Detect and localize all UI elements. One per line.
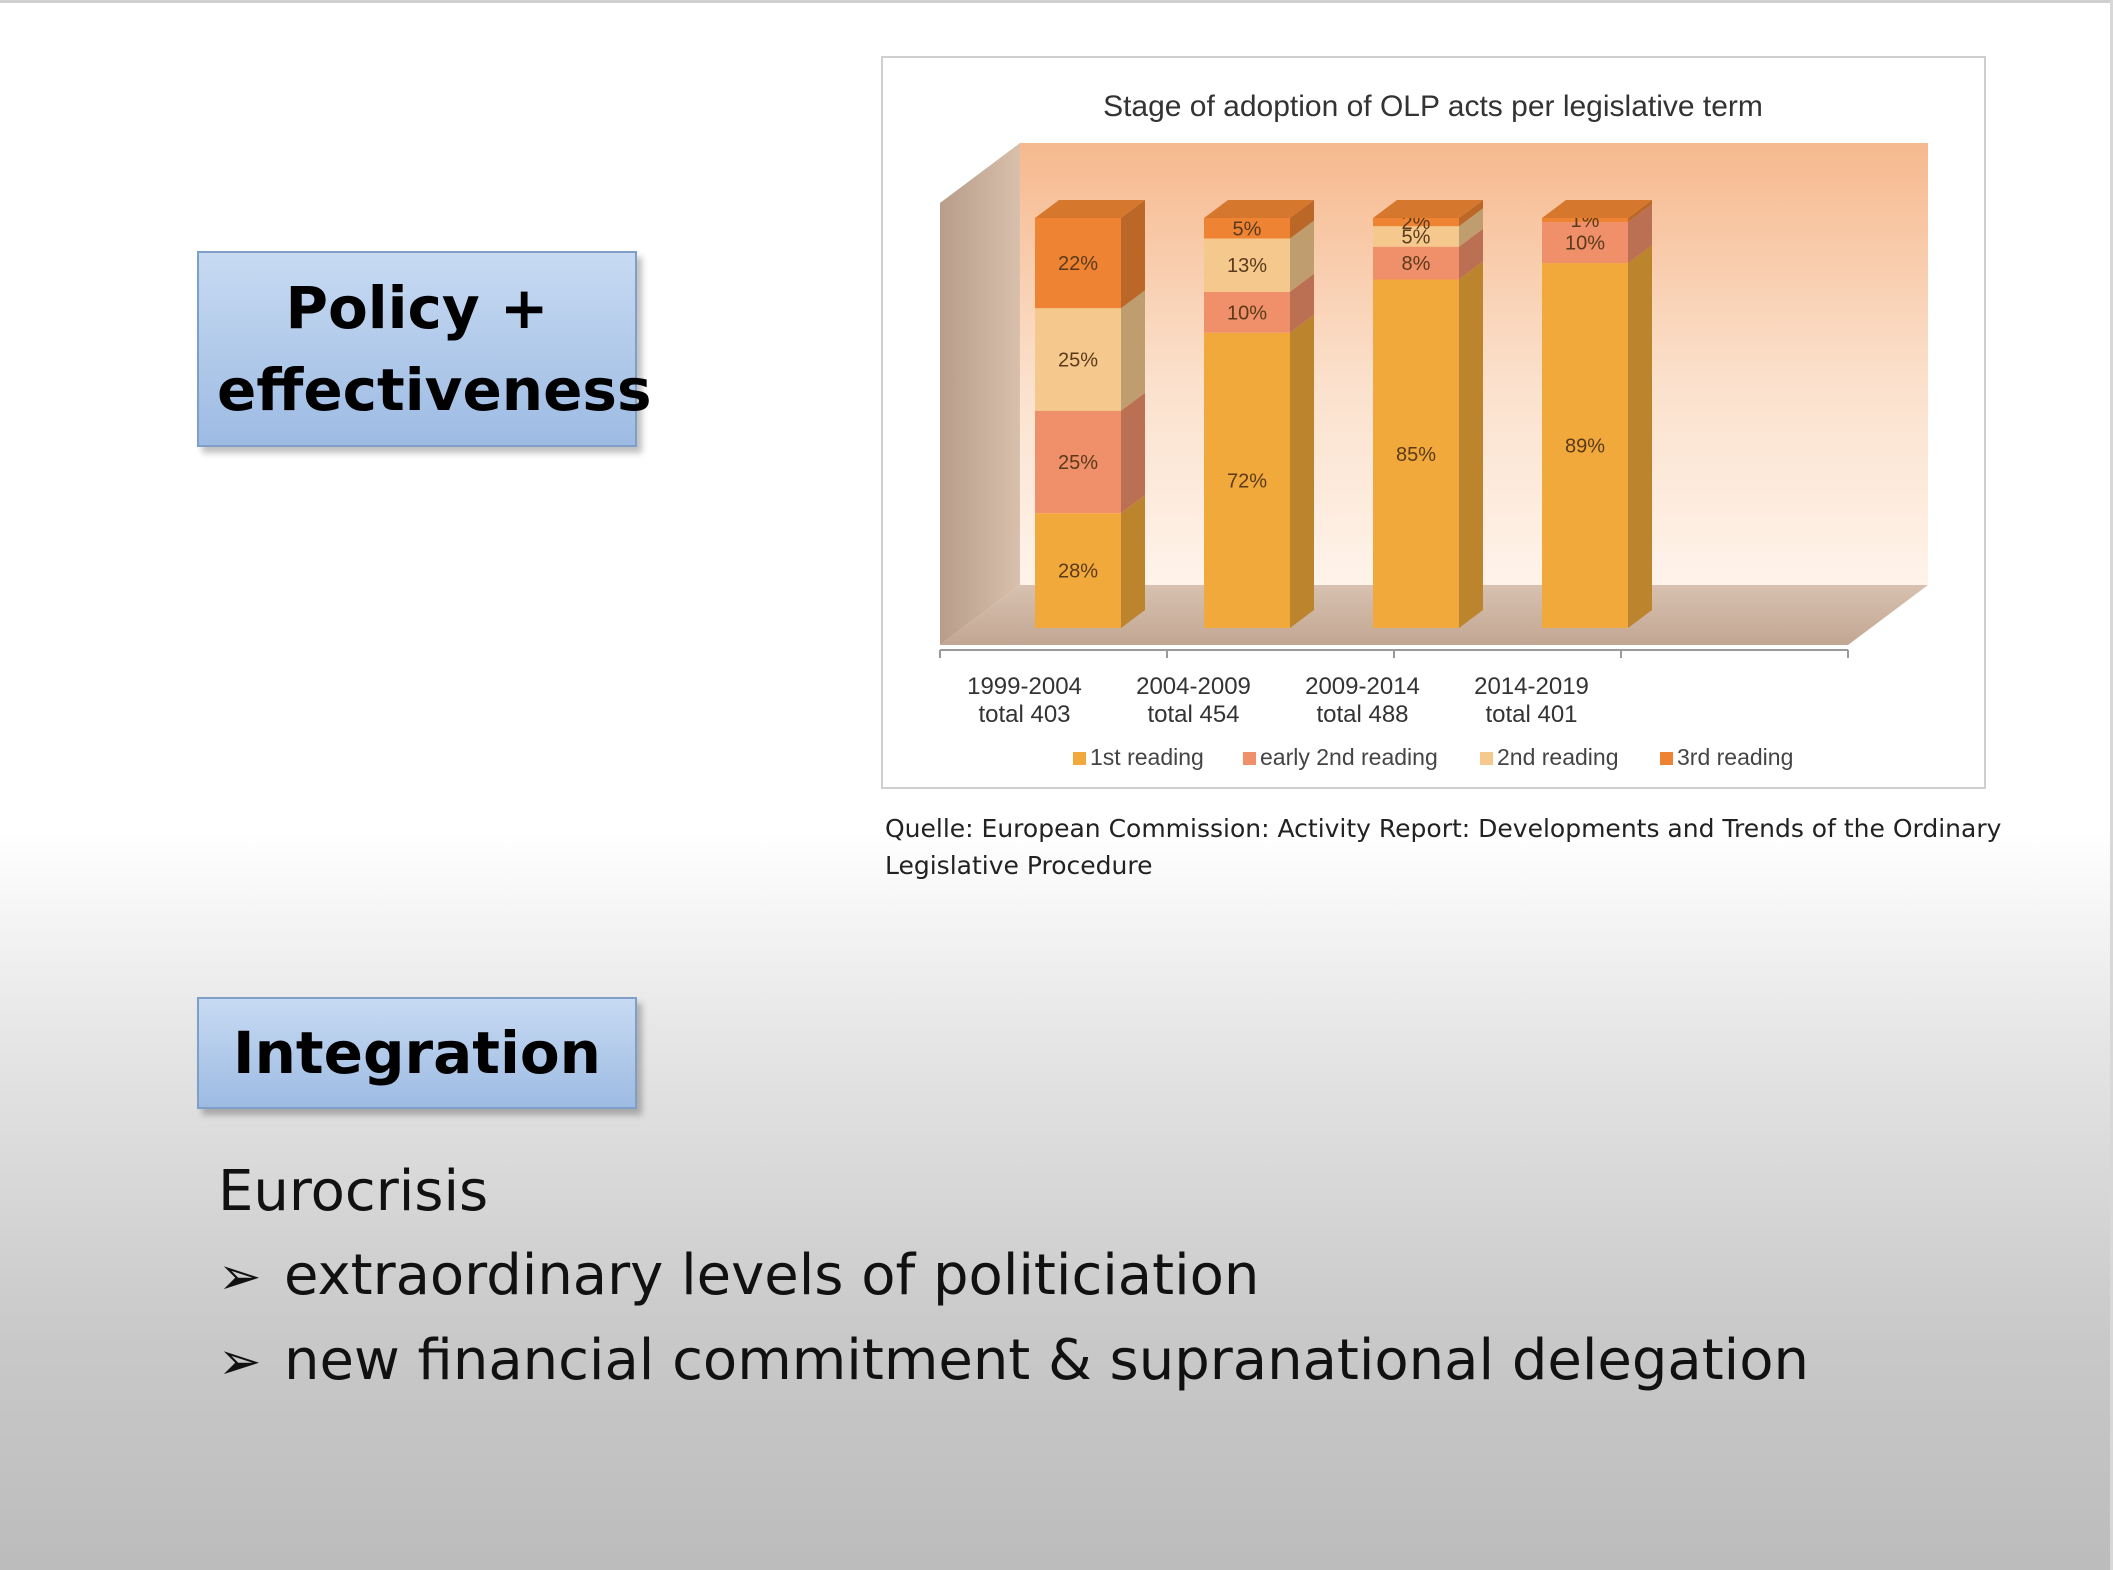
data-label: 8%: [1402, 253, 1431, 275]
policy-effectiveness-label: Policy + effectiveness: [217, 274, 652, 424]
early-2nd-reading-segment: [1035, 410, 1121, 514]
source-caption: Quelle: European Commission: Activity Re…: [885, 814, 2002, 880]
bar-top-face: [1373, 200, 1483, 218]
1st-reading-segment: [1542, 263, 1628, 628]
3rd-reading-segment-side: [1459, 200, 1483, 227]
early-2nd-reading-segment-side: [1459, 228, 1483, 280]
integration-box: Integration: [197, 997, 637, 1109]
early-2nd-reading-segment-side: [1121, 392, 1145, 514]
data-label: 10%: [1565, 233, 1605, 255]
x-tick-label: 2014-2019: [1474, 673, 1589, 700]
data-label: 13%: [1227, 255, 1267, 277]
x-tick-total-label: total 488: [1316, 701, 1408, 728]
data-label: 85%: [1396, 444, 1436, 466]
top-border-line: [0, 0, 2113, 3]
bar-top-face: [1542, 200, 1652, 218]
3rd-reading-segment: [1035, 218, 1121, 309]
3rd-reading-segment: [1204, 218, 1290, 239]
legend-swatch: [1073, 752, 1086, 765]
x-tick-label: 2004-2009: [1136, 673, 1251, 700]
2nd-reading-segment-side: [1121, 290, 1145, 411]
arrow-bullet-icon: ➢: [218, 1247, 262, 1307]
chart-side-wall: [940, 143, 1020, 645]
2nd-reading-segment: [1373, 226, 1459, 247]
legend-entry: early 2nd reading: [1260, 744, 1438, 770]
bottom-text-block: Eurocrisis ➢ extraordinary levels of poli…: [218, 1150, 2068, 1404]
legend-swatch: [1243, 752, 1256, 765]
legend-entry: 2nd reading: [1497, 744, 1619, 770]
1st-reading-segment-side: [1459, 261, 1483, 628]
bullet-item: ➢ new financial commitment & supranationa…: [218, 1319, 2068, 1404]
3rd-reading-segment-side: [1121, 200, 1145, 309]
data-label: 22%: [1058, 253, 1098, 275]
1st-reading-segment: [1373, 279, 1459, 628]
bullet-item: ➢ extraordinary levels of politiciation: [218, 1234, 2068, 1319]
bullet-text: extraordinary levels of politiciation: [284, 1243, 1260, 1308]
x-tick-label: 2009-2014: [1305, 673, 1420, 700]
2nd-reading-segment-side: [1459, 208, 1483, 247]
data-label: 10%: [1227, 302, 1267, 324]
2nd-reading-segment-side: [1290, 220, 1314, 292]
integration-label: Integration: [233, 1019, 601, 1087]
x-tick-total-label: total 454: [1147, 701, 1239, 728]
right-border-line: [2110, 0, 2113, 1570]
bar-top-face: [1035, 200, 1145, 218]
early-2nd-reading-segment-side: [1290, 273, 1314, 333]
1st-reading-segment-side: [1121, 495, 1145, 628]
x-tick-total-label: total 403: [978, 701, 1070, 728]
data-label: 5%: [1402, 226, 1431, 248]
legend-entry: 3rd reading: [1677, 744, 1793, 770]
3rd-reading-segment: [1542, 218, 1628, 223]
x-tick-label: 1999-2004: [967, 673, 1082, 700]
bullet-text: new financial commitment & supranational…: [284, 1328, 1809, 1393]
olp-stacked-bar-chart: 28%25%25%22%72%10%13%5%85%8%5%2%89%10%1%…: [939, 90, 1928, 770]
legend-entry: 1st reading: [1090, 744, 1204, 770]
3rd-reading-segment-side: [1290, 200, 1314, 239]
chart-title: Stage of adoption of OLP acts per legisl…: [1103, 90, 1763, 123]
2nd-reading-segment: [1204, 238, 1290, 292]
data-label: 89%: [1565, 436, 1605, 458]
policy-effectiveness-box: Policy + effectiveness: [197, 251, 652, 447]
3rd-reading-segment-side: [1628, 200, 1652, 223]
early-2nd-reading-segment-side: [1628, 204, 1652, 264]
data-label: 25%: [1058, 349, 1098, 371]
chart-frame: 28% 25% 25% 22% 72% 10% 13% 5% 85% 8% 5% 2% 89% 10% 1%…: [881, 56, 1986, 789]
x-tick-total-label: total 401: [1485, 701, 1577, 728]
1st-reading-segment-side: [1628, 245, 1652, 628]
data-label: 25%: [1058, 452, 1098, 474]
legend-swatch: [1480, 752, 1493, 765]
data-label: 28%: [1058, 561, 1098, 583]
arrow-bullet-icon: ➢: [218, 1332, 262, 1392]
1st-reading-segment: [1035, 513, 1121, 628]
early-2nd-reading-segment: [1204, 291, 1290, 333]
data-label: 72%: [1227, 470, 1267, 492]
data-label: 5%: [1233, 218, 1262, 240]
3rd-reading-segment: [1373, 218, 1459, 227]
eurocrisis-heading: Eurocrisis: [218, 1159, 489, 1224]
bar-top-face: [1204, 200, 1314, 218]
early-2nd-reading-segment: [1542, 222, 1628, 264]
legend-swatch: [1660, 752, 1673, 765]
2nd-reading-segment: [1035, 308, 1121, 411]
1st-reading-segment-side: [1290, 314, 1314, 628]
early-2nd-reading-segment: [1373, 246, 1459, 280]
1st-reading-segment: [1204, 332, 1290, 628]
